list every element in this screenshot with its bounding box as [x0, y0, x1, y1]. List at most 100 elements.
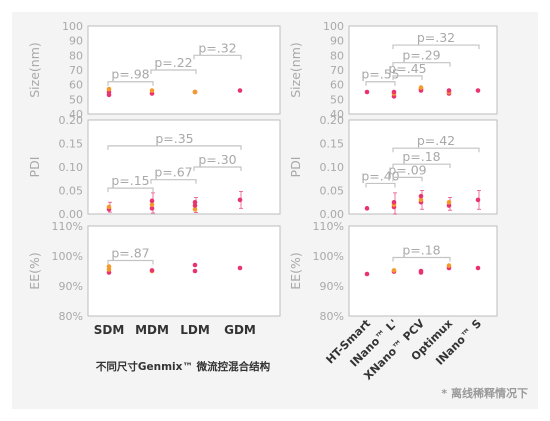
p-value-label: p=.22 [154, 55, 192, 70]
y-tick-label: 90% [59, 280, 83, 293]
data-point [106, 264, 112, 269]
data-point [192, 203, 198, 208]
y-tick-label: 90% [320, 280, 344, 293]
y-tick-label: 0.15 [320, 138, 345, 151]
data-point [418, 268, 424, 274]
significance-bracket [392, 147, 480, 153]
y-tick-label: 80% [59, 310, 83, 323]
significance-bracket [150, 179, 197, 184]
y-axis-label: PDI [27, 157, 42, 178]
data-point [192, 268, 198, 274]
y-tick-label: 0.10 [320, 161, 345, 174]
data-point [391, 268, 397, 273]
x-tick-label: LDM [180, 323, 210, 337]
y-tick-label: 100% [313, 250, 344, 263]
data-point [475, 265, 481, 271]
y-tick-label: 100 [62, 20, 83, 33]
p-value-label: p=.55 [361, 67, 399, 82]
data-point [446, 263, 452, 268]
p-value-label: p=.98 [111, 67, 149, 82]
y-tick-label: 100% [52, 250, 83, 263]
significance-bracket [392, 75, 423, 80]
data-point [364, 89, 370, 95]
p-value-label: p=.09 [388, 162, 426, 177]
y-tick-label: 50 [69, 93, 83, 106]
footnote: * 离线稀释情况下 [441, 386, 528, 400]
data-point [446, 203, 452, 208]
data-point [192, 199, 198, 205]
p-value-label: p=.42 [417, 133, 455, 148]
data-point [237, 265, 243, 271]
data-point [149, 268, 155, 273]
p-value-label: p=.18 [402, 149, 440, 164]
y-tick-label: 0.00 [59, 208, 84, 221]
left-pdi-frame [87, 119, 281, 215]
y-tick-label: 80 [330, 49, 344, 62]
significance-bracket [150, 69, 197, 74]
data-point [149, 88, 155, 93]
data-point [475, 197, 481, 203]
significance-bracket [365, 182, 396, 188]
significance-bracket [107, 81, 154, 86]
y-tick-label: 50 [330, 93, 344, 106]
left-ee-frame [87, 225, 281, 317]
y-tick-label: 0.15 [59, 138, 84, 151]
y-tick-label: 110% [313, 220, 344, 233]
p-value-label: p=.32 [198, 40, 236, 55]
data-point [237, 88, 243, 93]
significance-bracket [365, 81, 396, 86]
data-point [106, 86, 112, 92]
data-point [192, 262, 198, 268]
significance-bracket [107, 145, 242, 150]
p-value-label: p=.87 [111, 246, 149, 261]
p-value-label: p=.15 [111, 173, 149, 188]
y-tick-label: 60 [69, 79, 83, 92]
data-point [391, 89, 397, 95]
x-tick-label: GDM [224, 323, 256, 337]
y-axis-label: Size(nm) [288, 42, 303, 98]
y-tick-label: 0.20 [59, 114, 84, 127]
y-tick-label: 60 [330, 79, 344, 92]
p-value-label: p=.35 [155, 131, 193, 146]
p-value-label: p=.29 [402, 48, 440, 63]
y-tick-label: 90 [69, 35, 83, 48]
data-point [418, 193, 424, 199]
y-axis-label: Size(nm) [27, 42, 42, 98]
significance-bracket [392, 176, 423, 182]
data-point [475, 88, 481, 93]
data-point [149, 202, 155, 207]
right-pdi-frame [348, 119, 498, 215]
y-tick-label: 0.05 [320, 185, 345, 198]
figure: 40 50 60 70 80 90 100 Size(nm) p=.98 p=.22 p=.32 0.… [12, 12, 538, 409]
p-value-label: p=.40 [361, 168, 399, 183]
y-axis-label: PDI [288, 157, 303, 178]
data-point [149, 206, 155, 211]
data-point [192, 89, 198, 95]
data-point [418, 85, 424, 90]
significance-bracket [193, 54, 242, 60]
significance-bracket [107, 259, 154, 265]
y-tick-label: 100 [323, 20, 344, 33]
data-point [418, 197, 424, 203]
data-point [106, 204, 112, 210]
data-point [446, 199, 452, 205]
p-value-label: p=.18 [402, 243, 440, 258]
data-point [364, 271, 370, 277]
p-value-label: p=.30 [198, 152, 236, 167]
data-point [237, 197, 243, 203]
y-tick-label: 70 [330, 64, 344, 77]
right-size-frame [348, 25, 498, 115]
x-tick-label: MDM [135, 323, 169, 337]
significance-bracket [392, 62, 451, 67]
significance-bracket [193, 166, 242, 171]
y-axis-label: EE(%) [27, 252, 42, 289]
data-point [192, 207, 198, 212]
y-tick-label: 70 [69, 64, 83, 77]
significance-bracket [392, 44, 480, 50]
significance-bracket [107, 187, 154, 193]
p-value-label: p=.45 [388, 61, 426, 76]
y-tick-label: 90 [330, 35, 344, 48]
y-tick-label: 40 [69, 108, 83, 121]
